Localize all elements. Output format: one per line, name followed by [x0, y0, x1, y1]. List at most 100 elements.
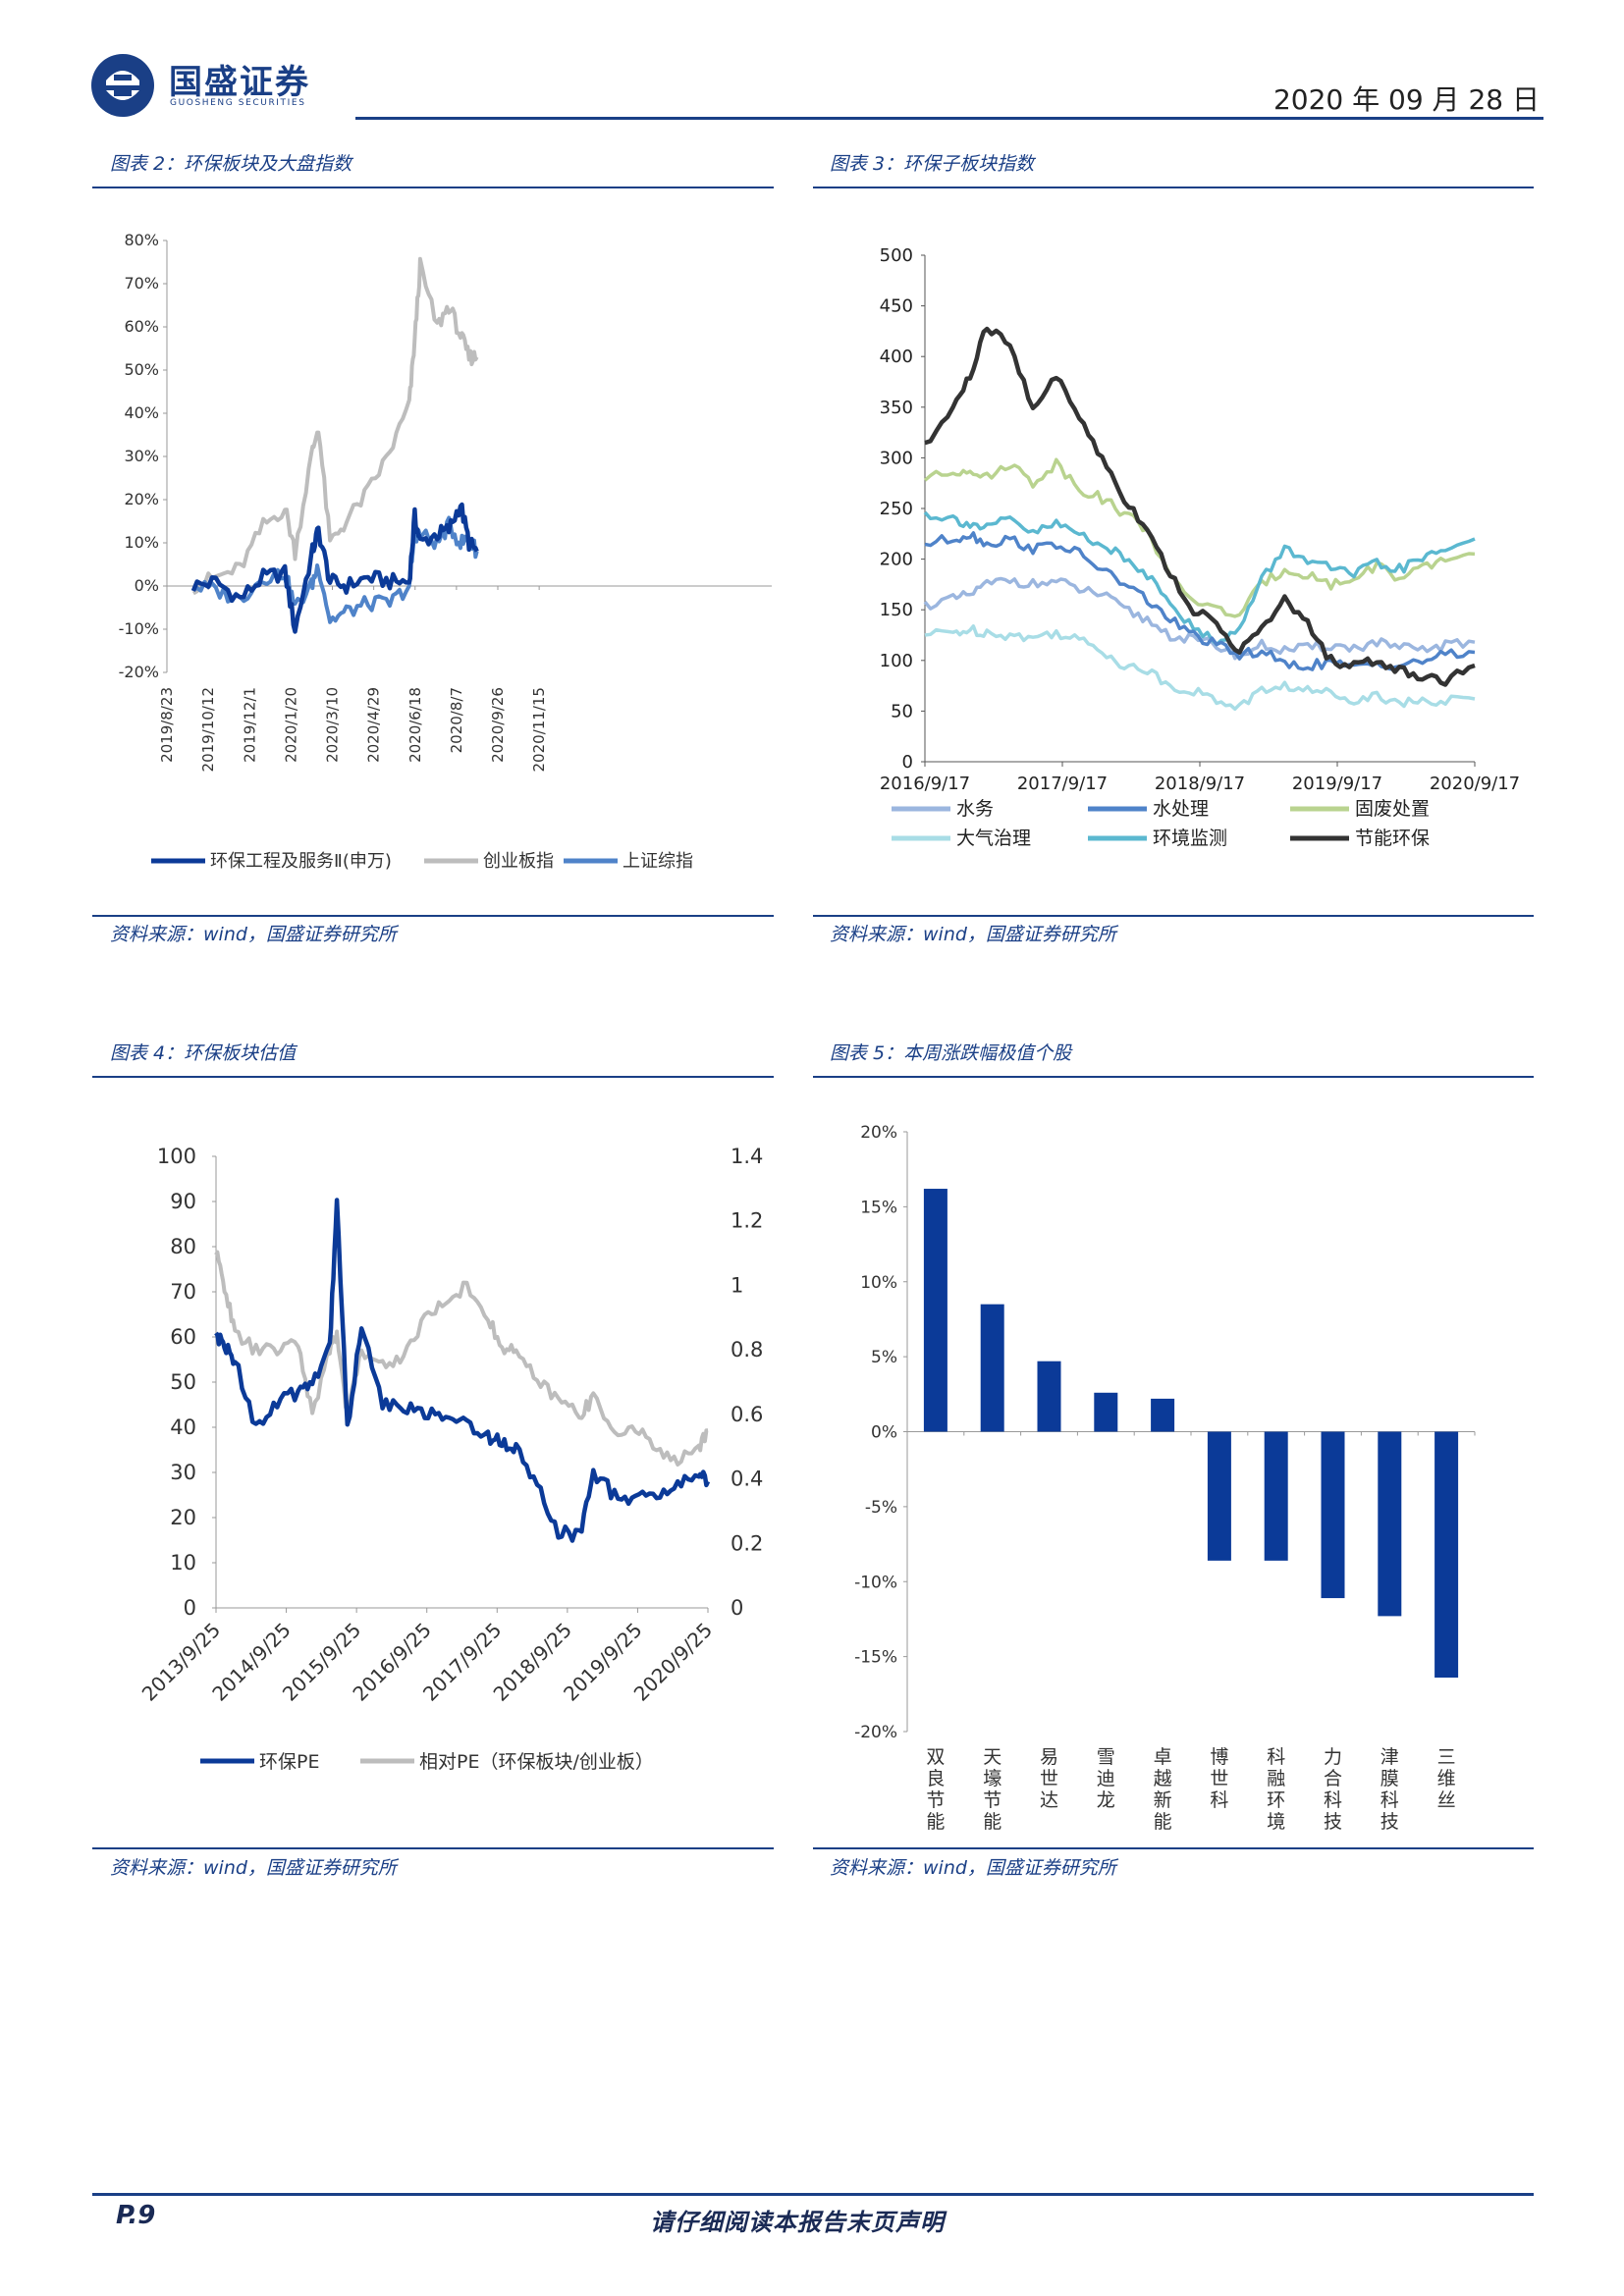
fig5-x-tick-label: 节	[983, 1789, 1001, 1811]
fig2-x-tick-label: 2019/12/1	[241, 687, 258, 763]
fig5-x-tick-label: 力	[1324, 1746, 1342, 1768]
fig5-bar	[1378, 1431, 1402, 1617]
fig5-x-tick-label: 世	[1040, 1768, 1058, 1789]
fig5-x-tick-label: 膜	[1380, 1768, 1399, 1789]
fig2-title-rule	[92, 187, 774, 188]
fig5-source-rule	[813, 1847, 1534, 1849]
fig2-title: 图表 2：环保板块及大盘指数	[110, 153, 352, 175]
fig3-legend-label: 水务	[956, 798, 994, 820]
fig5-source: 资料来源：wind，国盛证券研究所	[830, 1857, 1116, 1879]
fig5-bar	[923, 1189, 947, 1432]
fig5-bar	[1264, 1431, 1288, 1561]
fig5-bar	[1435, 1431, 1459, 1679]
fig4-title-rule	[92, 1076, 774, 1078]
fig5-x-tick-label: 新	[1154, 1789, 1172, 1811]
fig2-x-tick-label: 2020/9/26	[489, 687, 507, 763]
fig3-y-tick-label: 400	[880, 347, 913, 367]
fig2-legend-label: 上证综指	[623, 851, 693, 872]
fig4-source: 资料来源：wind，国盛证券研究所	[110, 1857, 397, 1879]
fig3-y-tick-label: 450	[880, 296, 913, 317]
fig2-y-tick-label: 30%	[124, 447, 159, 465]
fig5-x-tick-label: 津	[1380, 1746, 1399, 1768]
fig4-left-tick-label: 80	[170, 1235, 196, 1258]
fig5-x-tick-label: 迪	[1097, 1768, 1115, 1789]
fig5-x-tick-label: 技	[1380, 1811, 1399, 1833]
fig4-left-tick-label: 60	[170, 1325, 196, 1349]
fig2-legend-label: 创业板指	[483, 851, 554, 872]
fig5-x-tick-label: 融	[1267, 1768, 1285, 1789]
fig5-x-tick-label: 能	[1154, 1811, 1172, 1833]
fig5-title-rule	[813, 1076, 1534, 1078]
fig4-chart: 10090807060504030201001.41.210.80.60.40.…	[137, 1145, 764, 1773]
fig5-x-tick-label: 环	[1267, 1789, 1285, 1811]
fig3-series-line	[924, 624, 1476, 712]
footer-rule	[92, 2193, 1534, 2196]
fig4-relative-pe-line	[214, 1250, 709, 1467]
fig3-series-line	[923, 576, 1476, 661]
fig5-bar	[1094, 1392, 1118, 1432]
fig3-y-tick-label: 250	[880, 499, 913, 519]
fig5-y-tick-label: -10%	[854, 1573, 897, 1592]
fig4-left-tick-label: 70	[170, 1280, 196, 1304]
fig5-x-tick-label: 合	[1324, 1768, 1342, 1789]
fig2-y-tick-label: 50%	[124, 360, 159, 379]
report-date: 2020 年 09 月 28 日	[1272, 83, 1540, 116]
fig4-right-tick-label: 0.2	[731, 1531, 763, 1555]
fig5-x-tick-label: 卓	[1154, 1746, 1172, 1768]
fig2-x-tick-label: 2020/3/10	[324, 687, 342, 763]
fig4-left-tick-label: 0	[184, 1596, 196, 1620]
fig2-y-tick-label: 10%	[124, 533, 159, 552]
fig2-x-tick-label: 2020/11/15	[530, 687, 548, 772]
fig4-right-tick-label: 0	[731, 1596, 743, 1620]
fig3-title-rule	[813, 187, 1534, 188]
fig2-y-tick-label: 0%	[135, 576, 159, 595]
fig5-bar	[1151, 1398, 1175, 1432]
fig5-x-tick-label: 能	[983, 1811, 1001, 1833]
fig4-title: 图表 4：环保板块估值	[110, 1042, 297, 1064]
fig4-right-tick-label: 0.4	[731, 1468, 763, 1491]
logo-subtitle: GUOSHENG SECURITIES	[170, 98, 306, 108]
fig5-x-tick-label: 达	[1040, 1789, 1058, 1811]
header: 国盛证券 GUOSHENG SECURITIES 2020 年 09 月 28 …	[0, 0, 1624, 128]
fig2-series-line	[190, 502, 479, 634]
fig3-legend-label: 节能环保	[1355, 828, 1430, 849]
fig2-series-line	[191, 256, 479, 596]
header-rule	[355, 117, 1543, 120]
fig2-y-tick-label: 80%	[124, 231, 159, 249]
fig5-x-tick-label: 龙	[1097, 1789, 1115, 1811]
fig3-title: 图表 3：环保子板块指数	[830, 153, 1035, 175]
fig5-x-tick-label: 科	[1380, 1789, 1399, 1811]
page-number: P.9	[116, 2201, 156, 2230]
fig3-x-tick-label: 2017/9/17	[1017, 774, 1108, 794]
fig2-y-tick-label: 20%	[124, 490, 159, 508]
fig5-y-tick-label: 5%	[871, 1348, 897, 1367]
fig2-x-tick-label: 2020/1/20	[282, 687, 299, 763]
fig5-y-tick-label: 10%	[860, 1273, 897, 1293]
fig5-x-tick-label: 科	[1324, 1789, 1342, 1811]
fig5-y-tick-label: -5%	[865, 1498, 897, 1518]
fig5-x-tick-label: 世	[1210, 1768, 1228, 1789]
fig3-series-line	[924, 326, 1476, 687]
fig5-y-tick-label: 0%	[871, 1423, 897, 1443]
fig5-x-tick-label: 维	[1437, 1768, 1456, 1789]
fig3-y-tick-label: 300	[880, 448, 913, 468]
fig2-series-line	[192, 515, 479, 624]
fig2-y-tick-label: 40%	[124, 403, 159, 422]
fig2-legend-label: 环保工程及服务Ⅱ(申万)	[210, 851, 392, 872]
fig5-bar	[1037, 1361, 1061, 1432]
fig5-x-tick-label: 三	[1437, 1746, 1456, 1768]
fig3-legend-label: 环境监测	[1153, 828, 1227, 849]
fig4-right-tick-label: 0.6	[731, 1403, 763, 1426]
fig3-x-tick-label: 2020/9/17	[1430, 774, 1520, 794]
fig3-y-tick-label: 50	[891, 701, 913, 721]
fig3-x-tick-label: 2019/9/17	[1292, 774, 1382, 794]
fig5-x-tick-label: 科	[1267, 1746, 1285, 1768]
fig2-x-tick-label: 2020/6/18	[406, 687, 424, 763]
fig3-y-tick-label: 350	[880, 398, 913, 418]
fig5-x-tick-label: 雪	[1097, 1746, 1115, 1768]
fig2-y-tick-label: -20%	[119, 663, 159, 681]
fig3-series-line	[924, 531, 1476, 671]
fig5-x-tick-label: 能	[926, 1811, 945, 1833]
fig4-left-tick-label: 40	[170, 1415, 196, 1439]
